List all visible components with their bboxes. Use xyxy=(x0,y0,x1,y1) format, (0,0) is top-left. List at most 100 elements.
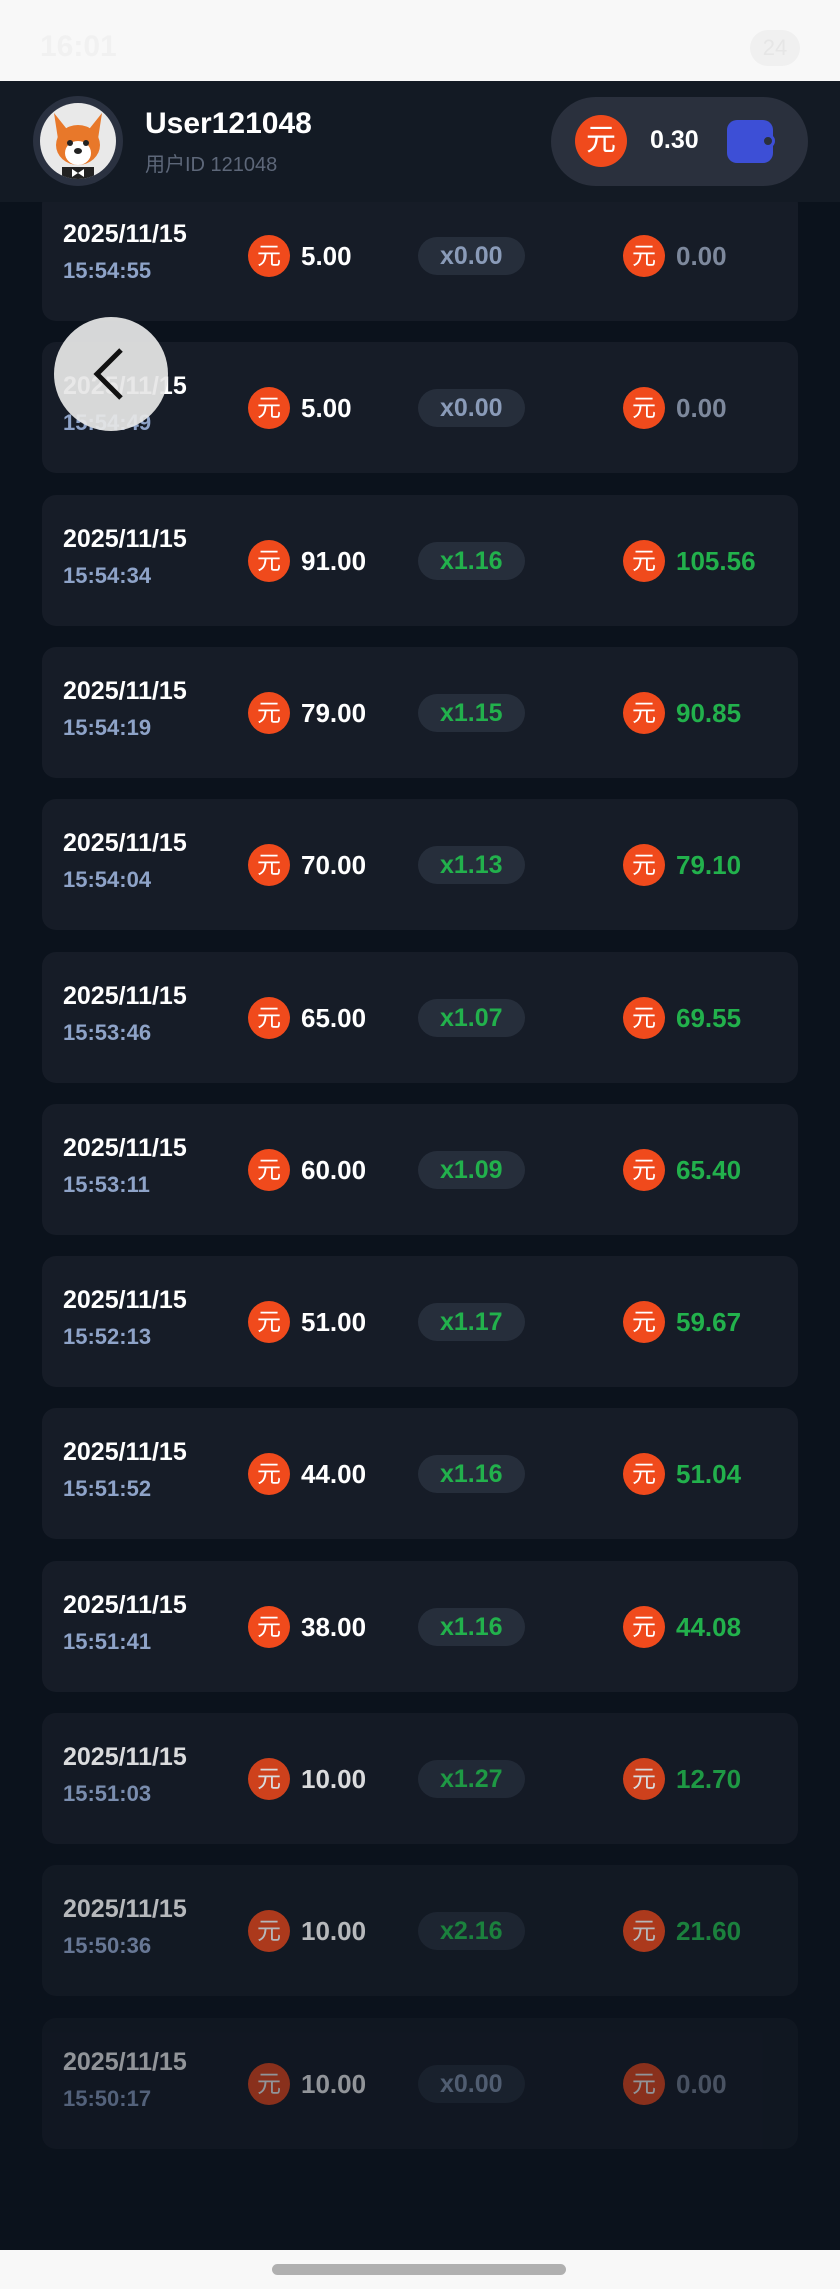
row-date: 2025/11/15 xyxy=(63,676,187,705)
status-time: 16:01 xyxy=(40,30,117,63)
yuan-coin-icon: 元 xyxy=(248,1758,290,1800)
bet-amount: 79.00 xyxy=(301,697,367,728)
history-row[interactable]: 2025/11/15 15:50:36 元 10.00 x2.16 元 21.60 xyxy=(42,1865,798,1997)
wallet-icon[interactable] xyxy=(727,120,775,163)
history-row[interactable]: 2025/11/15 15:54:55 元 5.00 x0.00 元 0.00 xyxy=(42,190,798,321)
yuan-coin-icon: 元 xyxy=(623,235,665,277)
bet-amount: 10.00 xyxy=(301,1764,367,1794)
user-id: 用户ID 121048 xyxy=(145,154,278,176)
row-time: 15:53:11 xyxy=(63,1171,150,1197)
bet-amount: 60.00 xyxy=(301,1154,367,1185)
payout-amount: 0.00 xyxy=(676,241,727,271)
yuan-coin-icon: 元 xyxy=(623,1605,665,1648)
row-date: 2025/11/15 xyxy=(63,1133,187,1162)
multiplier-badge: x1.27 xyxy=(418,1760,525,1798)
yuan-coin-icon: 元 xyxy=(623,539,665,582)
bet-amount: 44.00 xyxy=(301,1459,367,1490)
row-time: 15:50:36 xyxy=(63,1933,152,1959)
row-time: 15:51:41 xyxy=(63,1628,152,1654)
chevron-left-icon xyxy=(93,348,123,400)
bet-amount: 5.00 xyxy=(301,393,352,424)
payout-amount: 44.08 xyxy=(676,1611,742,1642)
yuan-coin-icon: 元 xyxy=(248,1148,290,1191)
payout-amount: 0.00 xyxy=(676,393,727,424)
payout-amount: 105.56 xyxy=(676,545,756,576)
payout-amount: 51.04 xyxy=(676,1459,742,1490)
row-date: 2025/11/15 xyxy=(63,1286,187,1315)
avatar[interactable] xyxy=(33,96,123,186)
yuan-coin-icon: 元 xyxy=(623,2062,665,2105)
payout-amount: 12.70 xyxy=(676,1764,742,1794)
history-row[interactable]: 2025/11/15 15:51:52 元 44.00 x1.16 元 51.04 xyxy=(42,1408,798,1540)
home-indicator[interactable] xyxy=(272,2264,566,2275)
bet-amount: 70.00 xyxy=(301,850,367,881)
payout-amount: 0.00 xyxy=(676,2068,727,2099)
yuan-coin-icon: 元 xyxy=(623,844,665,887)
yuan-coin-icon: 元 xyxy=(248,691,290,734)
yuan-coin-icon: 元 xyxy=(248,1301,290,1344)
history-row[interactable]: 2025/11/15 15:54:04 元 70.00 x1.13 元 79.10 xyxy=(42,799,798,931)
row-date: 2025/11/15 xyxy=(63,2047,187,2076)
payout-amount: 59.67 xyxy=(676,1307,742,1338)
yuan-coin-icon: 元 xyxy=(623,996,665,1039)
yuan-coin-icon: 元 xyxy=(248,387,290,430)
history-row[interactable]: 2025/11/15 15:52:13 元 51.00 x1.17 元 59.67 xyxy=(42,1256,798,1388)
payout-amount: 65.40 xyxy=(676,1154,742,1185)
history-row[interactable]: 2025/11/15 15:54:19 元 79.00 x1.15 元 90.85 xyxy=(42,646,798,778)
yuan-coin-icon: 元 xyxy=(623,1910,665,1953)
payout-amount: 21.60 xyxy=(676,1916,742,1947)
multiplier-badge: x1.16 xyxy=(418,1607,525,1646)
history-row[interactable]: 2025/11/15 15:53:46 元 65.00 x1.07 元 69.55 xyxy=(42,951,798,1083)
row-date: 2025/11/15 xyxy=(63,829,187,858)
yuan-coin-icon: 元 xyxy=(575,115,627,167)
multiplier-badge: x2.16 xyxy=(418,1912,525,1951)
payout-amount: 79.10 xyxy=(676,850,742,881)
yuan-coin-icon: 元 xyxy=(248,2062,290,2105)
username: User121048 xyxy=(145,107,312,140)
status-bar: 16:01 24 xyxy=(0,0,840,81)
back-button[interactable] xyxy=(54,317,168,431)
corgi-avatar-image xyxy=(40,103,116,179)
multiplier-badge: x1.07 xyxy=(418,998,525,1037)
row-time: 15:50:17 xyxy=(63,2085,152,2111)
yuan-coin-icon: 元 xyxy=(623,691,665,734)
row-time: 15:54:34 xyxy=(63,562,152,588)
multiplier-badge: x1.16 xyxy=(418,541,525,580)
yuan-coin-icon: 元 xyxy=(248,235,290,277)
multiplier-badge: x1.15 xyxy=(418,693,525,732)
row-time: 15:54:19 xyxy=(63,714,152,740)
multiplier-badge: x1.16 xyxy=(418,1455,525,1494)
row-time: 15:51:52 xyxy=(63,1476,152,1502)
yuan-coin-icon: 元 xyxy=(248,844,290,887)
yuan-coin-icon: 元 xyxy=(623,387,665,430)
row-time: 15:51:03 xyxy=(63,1781,152,1806)
history-row[interactable]: 2025/11/15 15:51:41 元 38.00 x1.16 元 44.08 xyxy=(42,1560,798,1692)
row-date: 2025/11/15 xyxy=(63,1743,187,1771)
balance-pill[interactable]: 元 0.30 xyxy=(551,97,808,186)
row-time: 15:54:55 xyxy=(63,258,152,283)
history-row[interactable]: 2025/11/15 15:51:03 元 10.00 x1.27 元 12.70 xyxy=(42,1713,798,1844)
multiplier-badge: x1.09 xyxy=(418,1150,525,1189)
yuan-coin-icon: 元 xyxy=(623,1758,665,1800)
row-date: 2025/11/15 xyxy=(63,1438,187,1467)
multiplier-badge: x0.00 xyxy=(418,237,525,275)
yuan-coin-icon: 元 xyxy=(248,539,290,582)
multiplier-badge: x1.17 xyxy=(418,1303,525,1342)
multiplier-badge: x0.00 xyxy=(418,389,525,428)
yuan-coin-icon: 元 xyxy=(623,1148,665,1191)
history-row[interactable]: 2025/11/15 15:50:17 元 10.00 x0.00 元 0.00 xyxy=(42,2017,798,2149)
yuan-coin-icon: 元 xyxy=(248,1453,290,1496)
history-row[interactable]: 2025/11/15 15:53:11 元 60.00 x1.09 元 65.40 xyxy=(42,1103,798,1235)
row-date: 2025/11/15 xyxy=(63,1590,187,1619)
user-header: User121048 用户ID 121048 元 0.30 xyxy=(0,81,840,202)
history-row[interactable]: 2025/11/15 15:54:34 元 91.00 x1.16 元 105.56 xyxy=(42,494,798,626)
row-date: 2025/11/15 xyxy=(63,524,187,553)
row-time: 15:52:13 xyxy=(63,1324,152,1350)
bet-amount: 10.00 xyxy=(301,1916,367,1947)
system-nav-bar xyxy=(0,2250,840,2289)
yuan-coin-icon: 元 xyxy=(623,1453,665,1496)
bet-amount: 51.00 xyxy=(301,1307,367,1338)
battery-icon: 24 xyxy=(750,30,800,66)
row-time: 15:54:04 xyxy=(63,867,152,893)
bet-amount: 65.00 xyxy=(301,1002,367,1033)
